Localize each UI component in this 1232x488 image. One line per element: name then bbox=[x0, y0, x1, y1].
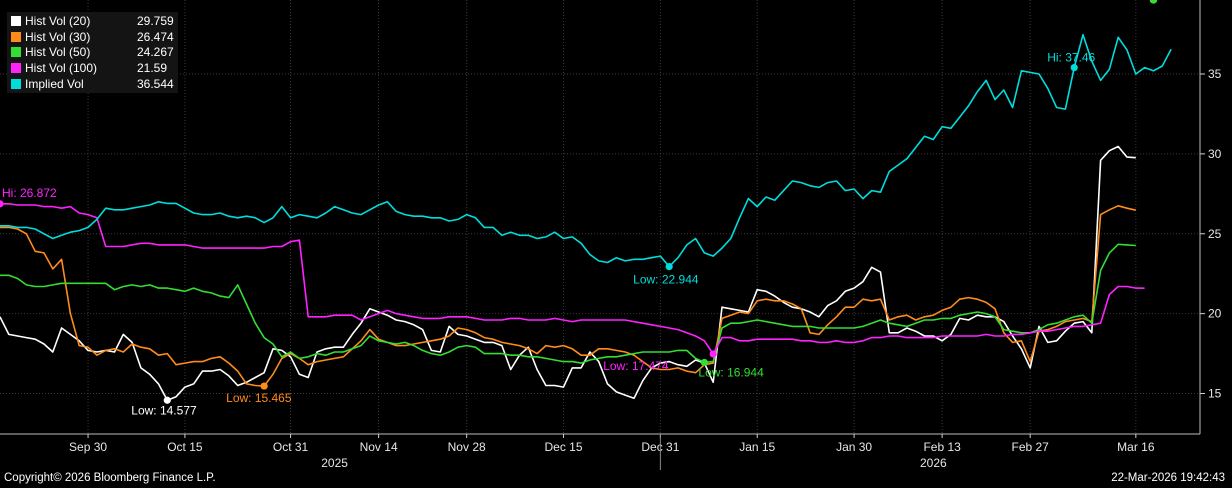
legend-item[interactable]: Hist Vol (50) 24.267 bbox=[11, 44, 174, 60]
x-tick-label: Feb 27 bbox=[1012, 440, 1050, 454]
timestamp-text: 22-Mar-2026 19:42:43 bbox=[1111, 472, 1225, 484]
series-line-0 bbox=[0, 145, 1136, 402]
year-label: 2025 bbox=[321, 456, 348, 470]
y-tick-label: 30 bbox=[1208, 147, 1222, 161]
legend-value: 24.267 bbox=[137, 45, 174, 60]
series-lines bbox=[0, 33, 1172, 402]
annotation-label: Low: 14.577 bbox=[131, 403, 197, 417]
y-tick-label: 15 bbox=[1208, 387, 1222, 401]
x-tick-label: Mar 16 bbox=[1117, 440, 1155, 454]
annotation-marker bbox=[1070, 64, 1078, 72]
legend-swatch bbox=[11, 31, 21, 42]
annotation-marker bbox=[700, 358, 709, 367]
legend: Hist Vol (20) 29.759 Hist Vol (30) 26.47… bbox=[7, 12, 178, 94]
x-tick-label: Sep 30 bbox=[69, 440, 107, 454]
series-line-1 bbox=[0, 205, 1136, 387]
annotations: Hi: 26.872 Low: 14.577 Low: 15.465 Low: 22.… bbox=[0, 0, 1166, 417]
x-tick-label: Nov 28 bbox=[448, 440, 486, 454]
x-tick-label: Feb 13 bbox=[923, 440, 961, 454]
x-tick-label: Oct 31 bbox=[273, 440, 309, 454]
legend-label: Hist Vol (50) bbox=[25, 45, 91, 60]
x-tick-label: Jan 30 bbox=[836, 440, 872, 454]
x-tick-label: Jan 15 bbox=[739, 440, 775, 454]
legend-value: 29.759 bbox=[137, 13, 174, 28]
y-tick-label: 35 bbox=[1208, 67, 1222, 81]
annotation-marker bbox=[709, 350, 717, 358]
annotation-label: Hi: 24.339 bbox=[1111, 0, 1166, 3]
legend-swatch bbox=[11, 78, 21, 89]
legend-label: Hist Vol (20) bbox=[25, 13, 91, 28]
legend-swatch bbox=[11, 15, 21, 26]
annotation-label: Low: 22.944 bbox=[633, 273, 699, 287]
x-tick-label: Oct 15 bbox=[167, 440, 203, 454]
legend-value: 36.544 bbox=[137, 76, 174, 91]
annotation-label: Low: 16.944 bbox=[698, 365, 764, 379]
annotation-label: Hi: 26.75 bbox=[1111, 0, 1159, 3]
x-axis: Sep 30 Oct 15 Oct 31 Nov 14 Nov 28 Dec 15 Dec … bbox=[0, 433, 1200, 470]
legend-label: Hist Vol (100) bbox=[25, 60, 98, 75]
x-tick-label: Dec 15 bbox=[545, 440, 583, 454]
annotation-marker bbox=[665, 262, 673, 271]
copyright-text: Copyright© 2026 Bloomberg Finance L.P. bbox=[4, 472, 216, 484]
legend-item[interactable]: Hist Vol (30) 26.474 bbox=[11, 29, 174, 45]
annotation-label: Hi: 37.46 bbox=[1047, 51, 1095, 65]
legend-item[interactable]: Hist Vol (100) 21.59 bbox=[11, 60, 174, 76]
legend-label: Hist Vol (30) bbox=[25, 29, 91, 44]
annotation-label: Low: 15.465 bbox=[226, 391, 292, 405]
annotation-label: Low: 17.474 bbox=[603, 359, 669, 373]
y-tick-label: 20 bbox=[1208, 307, 1222, 321]
grid bbox=[0, 0, 1200, 434]
y-axis: 15 20 25 30 35 bbox=[1199, 0, 1222, 434]
series-line-4 bbox=[0, 33, 1172, 268]
legend-value: 21.59 bbox=[137, 60, 168, 75]
legend-swatch bbox=[11, 62, 21, 73]
x-tick-label: Nov 14 bbox=[360, 440, 398, 454]
annotation-marker bbox=[163, 396, 171, 404]
annotation-label: Hi: 26.872 bbox=[2, 186, 57, 200]
annotation-marker bbox=[0, 200, 4, 208]
annotation-marker bbox=[260, 382, 268, 390]
year-label: 2026 bbox=[920, 456, 947, 470]
legend-label: Implied Vol bbox=[25, 76, 84, 91]
legend-swatch bbox=[11, 47, 21, 58]
annotation-label: Hi: 30.464 bbox=[1106, 0, 1161, 3]
legend-item[interactable]: Implied Vol 36.544 bbox=[11, 76, 174, 92]
y-tick-label: 25 bbox=[1208, 227, 1222, 241]
series-line-2 bbox=[0, 243, 1136, 364]
legend-item[interactable]: Hist Vol (20) 29.759 bbox=[11, 13, 174, 29]
annotation-marker bbox=[1149, 0, 1158, 4]
legend-value: 26.474 bbox=[137, 29, 174, 44]
series-line-3 bbox=[0, 203, 1145, 355]
